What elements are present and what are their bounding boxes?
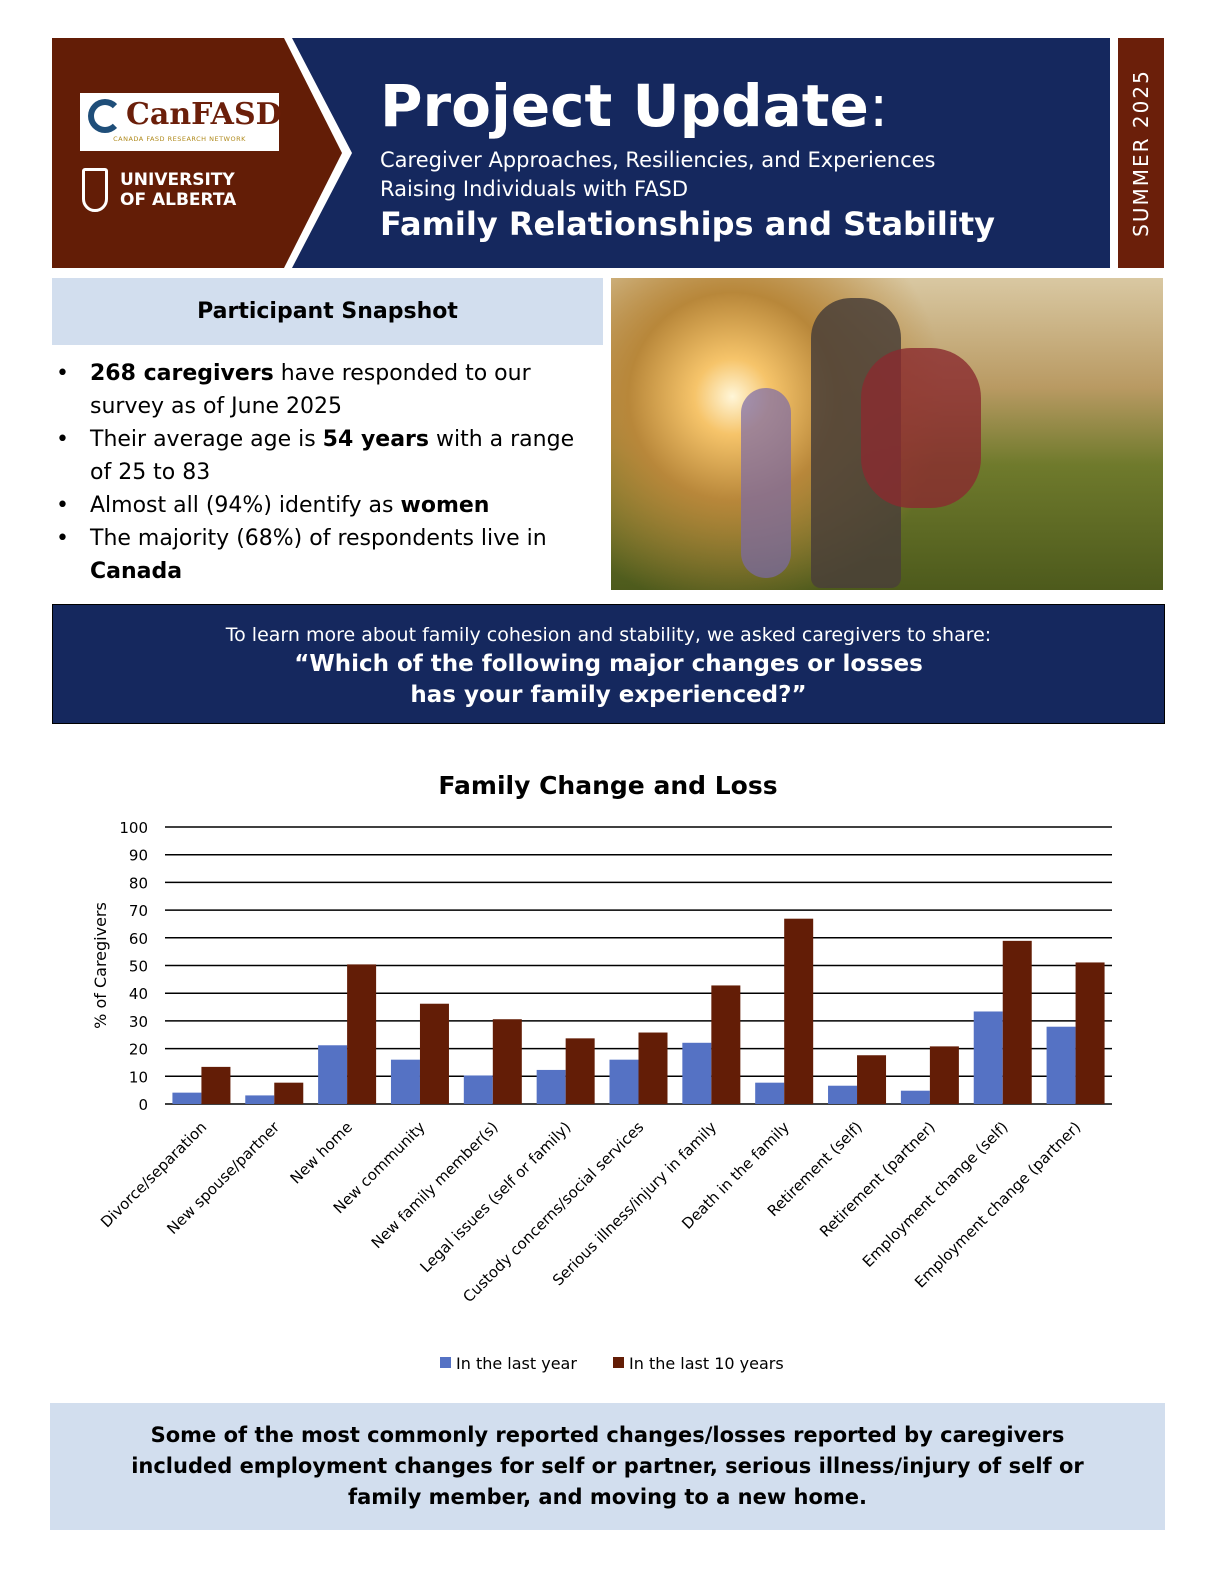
bar-last-10-years bbox=[857, 1055, 887, 1104]
y-tick-label: 70 bbox=[129, 902, 148, 920]
y-tick-label: 0 bbox=[138, 1096, 148, 1114]
bar-last-10-years bbox=[419, 1003, 449, 1104]
bar-last-year bbox=[172, 1092, 202, 1104]
bar-last-year bbox=[245, 1095, 275, 1104]
bar-last-year bbox=[390, 1059, 420, 1104]
bar-last-year bbox=[463, 1075, 493, 1104]
snapshot-heading: Participant Snapshot bbox=[52, 278, 603, 345]
chart-title: Family Change and Loss bbox=[438, 771, 777, 800]
bar-last-10-years bbox=[565, 1038, 595, 1104]
topic-title: Family Relationships and Stability bbox=[380, 205, 996, 243]
bar-last-year bbox=[900, 1090, 930, 1104]
canfasd-logo: CanFASD CANADA FASD RESEARCH NETWORK bbox=[80, 93, 282, 151]
page-title: Project Update: bbox=[380, 72, 889, 140]
x-tick-label: New home bbox=[287, 1118, 356, 1187]
y-tick-label: 40 bbox=[129, 985, 148, 1003]
bar-last-10-years bbox=[638, 1032, 668, 1104]
list-item: The majority (68%) of respondents live i… bbox=[56, 522, 576, 588]
legend-swatch bbox=[613, 1357, 624, 1368]
x-tick-label: Legal issues (self or family) bbox=[416, 1118, 574, 1276]
family-change-chart: Family Change and Loss 0 10 20 30 40 50 60 70 80 9… bbox=[91, 771, 1112, 1373]
y-tick-label: 30 bbox=[129, 1013, 148, 1031]
bar-last-10-years bbox=[492, 1019, 522, 1104]
y-tick-label: 80 bbox=[129, 874, 148, 892]
list-item: 268 caregivers have responded to our sur… bbox=[56, 357, 576, 423]
university-of-alberta-logo: UNIVERSITY OF ALBERTA bbox=[82, 168, 236, 212]
header-arrow bbox=[52, 38, 352, 268]
y-tick-label: 100 bbox=[119, 819, 148, 837]
summary-box: Some of the most commonly reported chang… bbox=[50, 1403, 1165, 1530]
legend-swatch bbox=[440, 1357, 451, 1368]
bar-last-10-years bbox=[784, 918, 814, 1104]
snapshot-list: 268 caregivers have responded to our sur… bbox=[56, 357, 576, 588]
bar-last-year bbox=[828, 1085, 858, 1104]
season-badge: SUMMER 2025 bbox=[1118, 38, 1164, 268]
list-item: Their average age is 54 years with a ran… bbox=[56, 423, 576, 489]
bar-last-year bbox=[755, 1082, 785, 1104]
family-photo bbox=[611, 278, 1163, 590]
bar-last-year bbox=[973, 1011, 1003, 1104]
bar-last-10-years bbox=[711, 985, 741, 1104]
y-tick-label: 20 bbox=[129, 1041, 148, 1059]
bar-last-year bbox=[682, 1042, 712, 1104]
legend-label: In the last year bbox=[456, 1354, 577, 1373]
y-tick-label: 60 bbox=[129, 930, 148, 948]
list-item: Almost all (94%) identify as women bbox=[56, 489, 576, 522]
bar-last-10-years bbox=[201, 1066, 231, 1104]
legend-label: In the last 10 years bbox=[629, 1354, 784, 1373]
x-tick-label: Employment change (self) bbox=[859, 1118, 1012, 1271]
y-tick-label: 50 bbox=[129, 958, 148, 976]
y-axis-label: % of Caregivers bbox=[91, 902, 110, 1029]
subtitle: Caregiver Approaches, Resiliencies, and … bbox=[380, 148, 936, 201]
bar-last-10-years bbox=[347, 964, 377, 1104]
y-tick-label: 10 bbox=[129, 1068, 148, 1086]
question-banner: To learn more about family cohesion and … bbox=[52, 604, 1165, 724]
bar-last-10-years bbox=[1075, 962, 1105, 1104]
bar-last-10-years bbox=[1002, 940, 1032, 1104]
x-tick-label: New family member(s) bbox=[368, 1118, 502, 1252]
bar-last-10-years bbox=[274, 1082, 304, 1104]
bar-last-year bbox=[1046, 1026, 1076, 1104]
y-tick-label: 90 bbox=[129, 847, 148, 865]
bar-last-10-years bbox=[929, 1046, 959, 1104]
bar-last-year bbox=[318, 1045, 348, 1104]
bar-last-year bbox=[536, 1069, 566, 1104]
shield-icon bbox=[82, 168, 108, 212]
bar-last-year bbox=[609, 1059, 639, 1104]
